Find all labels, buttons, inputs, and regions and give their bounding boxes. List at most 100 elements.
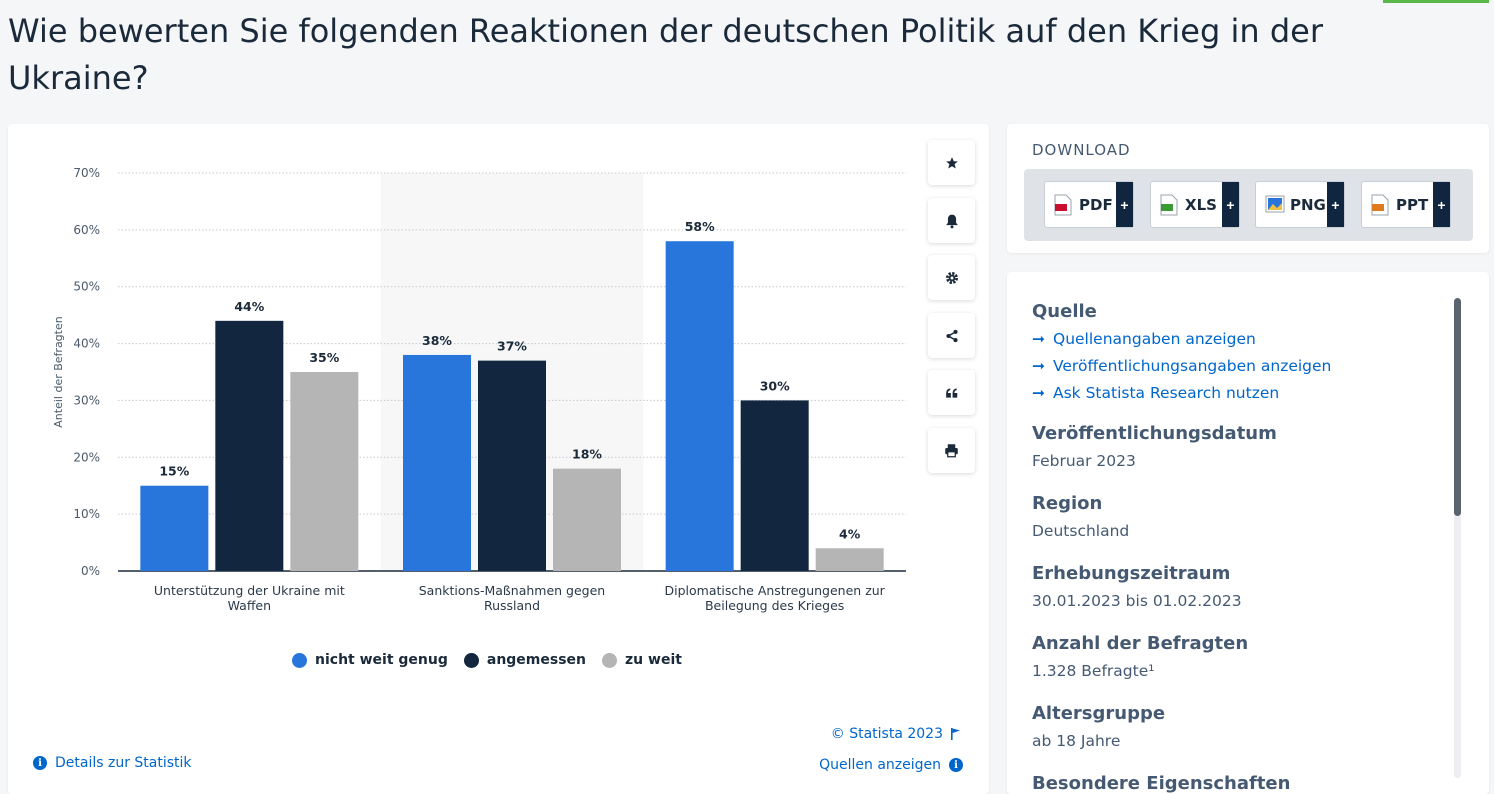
- info-scroll-content: Quelle ➞ Quellenangaben anzeigen ➞ Veröf…: [1032, 298, 1442, 794]
- bar-value-label: 58%: [685, 219, 715, 234]
- bar-value-label: 44%: [234, 299, 264, 314]
- y-tick-label: 10%: [73, 507, 100, 521]
- publication-date-heading: Veröffentlichungsdatum: [1032, 423, 1277, 444]
- special-properties-heading: Besondere Eigenschaften: [1032, 773, 1291, 794]
- respondents-heading: Anzahl der Befragten: [1032, 633, 1249, 654]
- publication-date-value: Februar 2023: [1032, 452, 1136, 470]
- source-link-veroeffentlichungsangaben[interactable]: ➞ Veröffentlichungsangaben anzeigen: [1032, 353, 1442, 380]
- legend-dot-icon: [602, 652, 618, 668]
- source-heading: Quelle: [1032, 301, 1097, 322]
- bar-value-label: 38%: [422, 333, 452, 348]
- print-icon: [945, 444, 958, 458]
- y-tick-label: 40%: [73, 337, 100, 351]
- arrow-right-icon: ➞: [1032, 330, 1045, 348]
- favorite-button[interactable]: [928, 140, 975, 185]
- bar-value-label: 35%: [309, 350, 339, 365]
- print-button[interactable]: [928, 428, 975, 473]
- gear-icon: [945, 271, 958, 284]
- download-xls-button[interactable]: XLS +: [1150, 181, 1240, 228]
- y-tick-label: 50%: [73, 280, 100, 294]
- survey-period-value: 30.01.2023 bis 01.02.2023: [1032, 592, 1242, 610]
- y-axis-title: Anteil der Befragten: [52, 316, 65, 427]
- download-bar: PDF + XLS + PNG + PPT +: [1024, 169, 1473, 241]
- x-category-label: Unterstützung der Ukraine mit: [154, 583, 345, 598]
- bar-value-label: 37%: [497, 339, 527, 354]
- y-tick-label: 70%: [73, 166, 100, 180]
- y-tick-label: 30%: [73, 393, 100, 407]
- bar-value-label: 30%: [760, 378, 790, 393]
- download-label: PPT: [1396, 196, 1429, 214]
- legend-label: zu weit: [625, 652, 682, 668]
- bar: [478, 360, 546, 571]
- age-group-value: ab 18 Jahre: [1032, 732, 1121, 750]
- download-png-button[interactable]: PNG +: [1255, 181, 1345, 228]
- scrollbar-thumb[interactable]: [1454, 298, 1461, 516]
- legend-item-angemessen[interactable]: angemessen: [463, 652, 587, 668]
- plus-icon: +: [1222, 182, 1239, 227]
- bar: [403, 354, 471, 571]
- bar: [140, 485, 209, 571]
- source-links: ➞ Quellenangaben anzeigen ➞ Veröffentlic…: [1032, 326, 1442, 407]
- bell-icon: [945, 214, 958, 228]
- arrow-right-icon: ➞: [1032, 357, 1045, 375]
- bar: [215, 320, 284, 571]
- bar: [665, 241, 734, 571]
- respondents-value: 1.328 Befragte¹: [1032, 662, 1155, 680]
- info-icon: i: [949, 758, 963, 772]
- share-button[interactable]: [928, 313, 975, 358]
- x-category-label: Russland: [484, 598, 540, 613]
- y-tick-label: 0%: [81, 564, 100, 578]
- link-label: Veröffentlichungsangaben anzeigen: [1053, 357, 1332, 375]
- x-category-label: Sanktions-Maßnahmen gegen: [419, 583, 605, 598]
- download-label: PNG: [1290, 196, 1326, 214]
- download-title: DOWNLOAD: [1032, 141, 1131, 159]
- legend-label: nicht weit genug: [315, 652, 448, 668]
- x-category-label: Waffen: [228, 598, 271, 613]
- legend-dot-icon: [292, 652, 307, 668]
- x-category-label: Diplomatische Anstregungenen zur: [665, 583, 886, 598]
- details-link-label: Details zur Statistik: [55, 755, 192, 771]
- age-group-heading: Altersgruppe: [1032, 703, 1166, 724]
- plus-icon: +: [1433, 182, 1450, 227]
- plus-icon: +: [1116, 182, 1133, 227]
- pdf-file-icon: [1054, 194, 1072, 216]
- details-link[interactable]: i Details zur Statistik: [33, 755, 192, 771]
- statista-copyright[interactable]: © Statista 2023: [831, 726, 961, 742]
- share-icon: [945, 329, 958, 342]
- download-label: PDF: [1079, 196, 1113, 214]
- legend-item-nicht-weit-genug[interactable]: nicht weit genug: [292, 652, 448, 668]
- scrollbar-track[interactable]: [1454, 298, 1461, 778]
- link-label: Ask Statista Research nutzen: [1053, 384, 1280, 402]
- bar: [740, 400, 809, 571]
- x-category-label: Beilegung des Krieges: [705, 598, 844, 613]
- download-pdf-button[interactable]: PDF +: [1044, 181, 1134, 228]
- y-tick-label: 20%: [73, 450, 100, 464]
- y-tick-label: 60%: [73, 223, 100, 237]
- source-link-quellenangaben[interactable]: ➞ Quellenangaben anzeigen: [1032, 326, 1442, 353]
- bar-value-label: 15%: [159, 464, 189, 479]
- bar-chart: 0% 10% 20% 30% 40% 50% 60% 70% Anteil der Befrag…: [52, 166, 906, 613]
- flag-icon: [951, 728, 960, 740]
- page-title: Wie bewerten Sie folgenden Reaktionen de…: [8, 12, 1323, 97]
- statistic-info-panel: Quelle ➞ Quellenangaben anzeigen ➞ Veröf…: [1007, 272, 1489, 794]
- download-ppt-button[interactable]: PPT +: [1361, 181, 1451, 228]
- sources-link-label: Quellen anzeigen: [819, 757, 941, 773]
- ppt-file-icon: [1371, 194, 1389, 216]
- download-label: XLS: [1185, 196, 1217, 214]
- copyright-text: © Statista 2023: [830, 726, 943, 742]
- notification-button[interactable]: [928, 198, 975, 243]
- link-label: Quellenangaben anzeigen: [1053, 330, 1256, 348]
- bar-value-label: 4%: [839, 526, 861, 541]
- bar-value-label: 18%: [572, 447, 602, 462]
- source-link-ask-statista[interactable]: ➞ Ask Statista Research nutzen: [1032, 380, 1442, 407]
- sources-link[interactable]: Quellen anzeigen i: [819, 757, 963, 773]
- png-file-icon: [1265, 195, 1285, 213]
- top-accent-bar: [1383, 0, 1489, 3]
- chart-panel: 0% 10% 20% 30% 40% 50% 60% 70% Anteil der Befrag…: [8, 124, 989, 794]
- legend-label: angemessen: [486, 652, 587, 668]
- legend-item-zu-weit[interactable]: zu weit: [602, 652, 682, 668]
- plus-icon: +: [1327, 182, 1344, 227]
- arrow-right-icon: ➞: [1032, 384, 1045, 402]
- settings-button[interactable]: [928, 255, 975, 300]
- cite-button[interactable]: [928, 370, 975, 415]
